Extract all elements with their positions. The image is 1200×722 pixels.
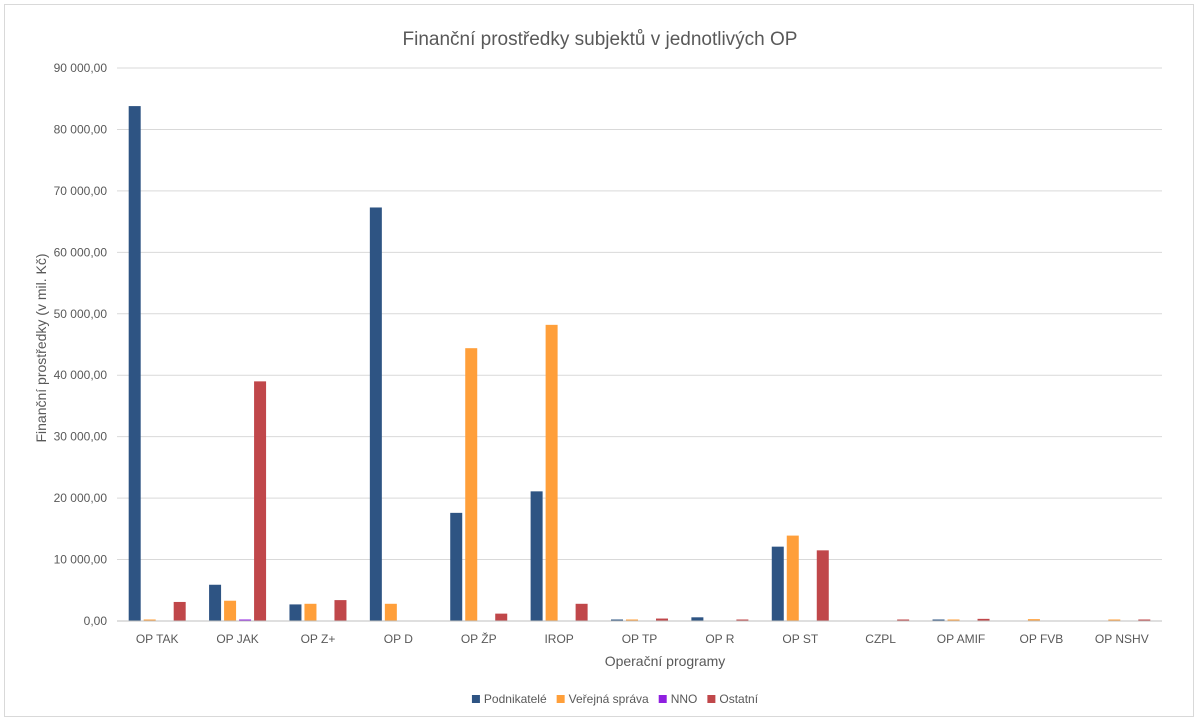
bar xyxy=(143,619,156,621)
legend-swatch xyxy=(471,695,480,703)
legend-label: Podnikatelé xyxy=(484,692,547,706)
bar xyxy=(239,619,252,621)
bar xyxy=(736,619,749,621)
chart-title: Finanční prostředky subjektů v jednotliv… xyxy=(403,29,798,50)
bar xyxy=(1108,619,1121,621)
x-tick-label: OP FVB xyxy=(1020,632,1064,646)
y-tick-label: 80 000,00 xyxy=(54,122,108,136)
bar xyxy=(816,550,829,621)
bar xyxy=(575,603,588,621)
x-tick-label: CZPL xyxy=(865,632,896,646)
legend: Podnikatelé Veřejná správa NNO Ostatní xyxy=(471,692,759,706)
bar xyxy=(897,619,910,621)
bar xyxy=(932,619,945,621)
bar xyxy=(209,584,222,621)
x-tick-label: OP D xyxy=(384,632,413,646)
y-tick-label: 30 000,00 xyxy=(54,430,108,444)
legend-swatch xyxy=(556,695,565,703)
legend-item: Ostatní xyxy=(707,692,759,706)
y-tick-label: 70 000,00 xyxy=(54,184,108,198)
bar xyxy=(450,512,463,621)
y-tick-label: 50 000,00 xyxy=(54,307,108,321)
bar xyxy=(465,348,478,621)
x-tick-label: OP Z+ xyxy=(301,632,336,646)
x-tick-label: IROP xyxy=(544,632,573,646)
legend-label: Veřejná správa xyxy=(569,692,649,706)
bar xyxy=(656,618,668,621)
legend-item: NNO xyxy=(658,692,698,706)
legend-label: NNO xyxy=(671,692,698,706)
y-tick-label: 40 000,00 xyxy=(54,368,108,382)
y-tick-label: 0,00 xyxy=(84,614,108,628)
x-tick-label: OP TAK xyxy=(136,632,179,646)
bar-chart: Finanční prostředky subjektů v jednotliv… xyxy=(33,29,1162,706)
y-tick-label: 90 000,00 xyxy=(54,61,108,75)
bar xyxy=(369,207,382,621)
x-tick-label: OP JAK xyxy=(216,632,258,646)
y-tick-label: 10 000,00 xyxy=(54,553,108,567)
x-tick-label: OP TP xyxy=(622,632,658,646)
x-axis-ticks: OP TAK OP JAK OP Z+ OP D OP ŽP IROP OP TP OP R O… xyxy=(136,631,1149,646)
x-tick-label: OP NSHV xyxy=(1095,632,1149,646)
bar xyxy=(1138,619,1151,621)
bar xyxy=(254,381,267,621)
y-tick-label: 60 000,00 xyxy=(54,245,108,259)
bar xyxy=(786,535,799,621)
bar xyxy=(947,619,960,621)
x-tick-label: OP ŽP xyxy=(461,631,497,646)
bar xyxy=(1027,619,1040,621)
bar xyxy=(128,106,141,621)
legend-item: Podnikatelé xyxy=(471,692,547,706)
legend-swatch xyxy=(707,695,716,703)
legend-item: Veřejná správa xyxy=(556,692,649,706)
bar xyxy=(304,603,317,621)
bar xyxy=(545,324,558,621)
bar xyxy=(495,613,508,621)
x-tick-label: OP ST xyxy=(782,632,818,646)
bar xyxy=(224,600,237,621)
legend-label: Ostatní xyxy=(719,692,758,706)
y-axis-title: Finanční prostředky (v mil. Kč) xyxy=(33,253,49,442)
legend-swatch xyxy=(658,695,667,703)
bar xyxy=(530,491,543,621)
bar xyxy=(384,603,397,621)
bars xyxy=(128,106,1151,621)
bar xyxy=(173,601,186,621)
bar xyxy=(977,618,990,621)
x-tick-label: OP R xyxy=(705,632,734,646)
x-tick-label: OP AMIF xyxy=(937,632,985,646)
y-axis-ticks: 0,00 10 000,00 20 000,00 30 000,00 40 000,00… xyxy=(54,61,108,628)
bar xyxy=(691,617,704,621)
x-axis-title: Operační programy xyxy=(605,653,726,669)
chart-frame: Finanční prostředky subjektů v jednotliv… xyxy=(4,4,1194,717)
y-tick-label: 20 000,00 xyxy=(54,491,108,505)
bar xyxy=(771,546,784,621)
gridlines xyxy=(117,67,1162,561)
bar xyxy=(289,604,302,621)
bar xyxy=(611,619,623,621)
bar xyxy=(626,619,638,621)
bar xyxy=(334,600,347,621)
